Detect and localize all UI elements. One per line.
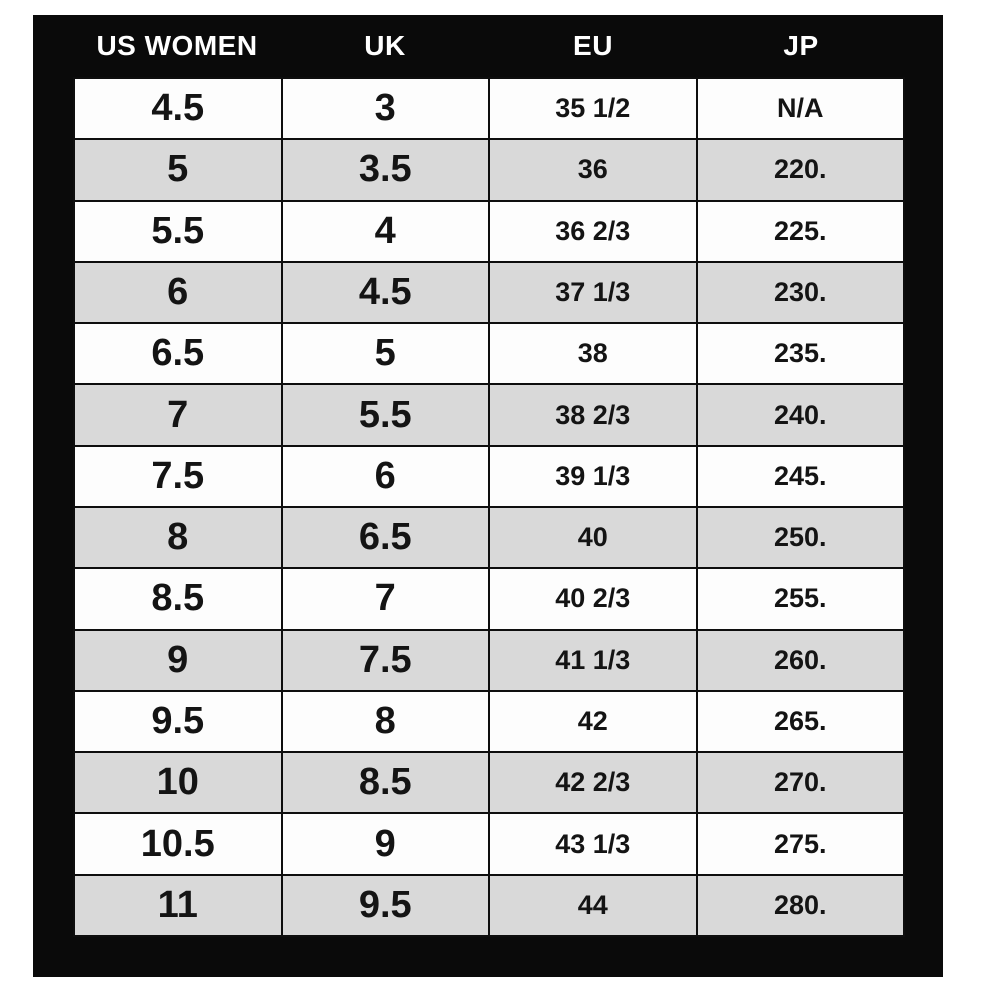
column-header-uk: UK [364, 30, 406, 61]
table-cell: 250. [695, 505, 905, 570]
table-row: 6.5 5 38 235. [73, 322, 905, 386]
table-cell: 6 [280, 444, 490, 508]
table-cell: 5.5 [280, 383, 490, 447]
table-row: 9.5 8 42 265. [73, 689, 905, 754]
table-cell: 235. [695, 322, 905, 386]
column-header-eu: EU [573, 30, 613, 61]
table-cell: 42 [488, 689, 698, 754]
table-cell: 42 2/3 [488, 751, 698, 815]
table-cell: 9.5 [73, 689, 283, 754]
table-cell: 35 1/2 [488, 76, 698, 141]
table-cell: 275. [695, 812, 905, 876]
table-cell: 5 [73, 138, 283, 202]
size-conversion-table: 4.5 3 35 1/2 N/A 5 3.5 36 220. 5.5 4 36 2/3 225. 6 4.… [73, 76, 905, 938]
table-cell: 38 2/3 [488, 383, 698, 447]
table-cell: 7 [73, 383, 283, 447]
table-cell: 8 [73, 505, 283, 570]
size-table-body: 4.5 3 35 1/2 N/A 5 3.5 36 220. 5.5 4 36 2/3 225. 6 4.… [73, 76, 905, 938]
table-cell: N/A [695, 76, 905, 141]
table-cell: 4.5 [280, 260, 490, 325]
table-cell: 38 [488, 322, 698, 386]
table-row: 10 8.5 42 2/3 270. [73, 751, 905, 815]
table-row: 6 4.5 37 1/3 230. [73, 260, 905, 325]
column-header-jp: JP [783, 30, 819, 61]
table-cell: 225. [695, 199, 905, 263]
table-cell: 9.5 [280, 873, 490, 938]
table-cell: 8.5 [280, 751, 490, 815]
table-row: 9 7.5 41 1/3 260. [73, 628, 905, 692]
table-cell: 40 2/3 [488, 567, 698, 631]
table-cell: 280. [695, 873, 905, 938]
table-row: 5 3.5 36 220. [73, 138, 905, 202]
table-row: 10.5 9 43 1/3 275. [73, 812, 905, 876]
column-header-us-women: US WOMEN [96, 30, 258, 61]
table-cell: 230. [695, 260, 905, 325]
table-cell: 5.5 [73, 199, 283, 263]
table-header-row: US WOMEN UK EU JP [73, 15, 905, 77]
table-cell: 7.5 [73, 444, 283, 508]
table-cell: 6.5 [73, 322, 283, 386]
table-cell: 8.5 [73, 567, 283, 631]
table-cell: 7 [280, 567, 490, 631]
table-cell: 3 [280, 76, 490, 141]
table-row: 5.5 4 36 2/3 225. [73, 199, 905, 263]
table-cell: 240. [695, 383, 905, 447]
table-cell: 9 [73, 628, 283, 692]
table-cell: 4.5 [73, 76, 283, 141]
table-cell: 7.5 [280, 628, 490, 692]
table-cell: 41 1/3 [488, 628, 698, 692]
table-cell: 36 [488, 138, 698, 202]
table-cell: 260. [695, 628, 905, 692]
table-row: 4.5 3 35 1/2 N/A [73, 76, 905, 141]
table-row: 11 9.5 44 280. [73, 873, 905, 938]
table-cell: 255. [695, 567, 905, 631]
table-cell: 9 [280, 812, 490, 876]
table-row: 7 5.5 38 2/3 240. [73, 383, 905, 447]
table-cell: 10 [73, 751, 283, 815]
size-chart-frame: US WOMEN UK EU JP 4.5 3 35 1/2 N/A 5 3.5 36 220. 5.… [33, 15, 943, 977]
table-cell: 4 [280, 199, 490, 263]
table-cell: 39 1/3 [488, 444, 698, 508]
table-cell: 43 1/3 [488, 812, 698, 876]
table-cell: 11 [73, 873, 283, 938]
table-cell: 10.5 [73, 812, 283, 876]
table-cell: 220. [695, 138, 905, 202]
table-cell: 5 [280, 322, 490, 386]
table-cell: 6.5 [280, 505, 490, 570]
table-cell: 44 [488, 873, 698, 938]
table-cell: 3.5 [280, 138, 490, 202]
table-cell: 40 [488, 505, 698, 570]
table-row: 7.5 6 39 1/3 245. [73, 444, 905, 508]
table-cell: 36 2/3 [488, 199, 698, 263]
table-cell: 37 1/3 [488, 260, 698, 325]
table-row: 8.5 7 40 2/3 255. [73, 567, 905, 631]
table-cell: 6 [73, 260, 283, 325]
table-cell: 270. [695, 751, 905, 815]
table-cell: 265. [695, 689, 905, 754]
table-cell: 245. [695, 444, 905, 508]
table-row: 8 6.5 40 250. [73, 505, 905, 570]
table-cell: 8 [280, 689, 490, 754]
